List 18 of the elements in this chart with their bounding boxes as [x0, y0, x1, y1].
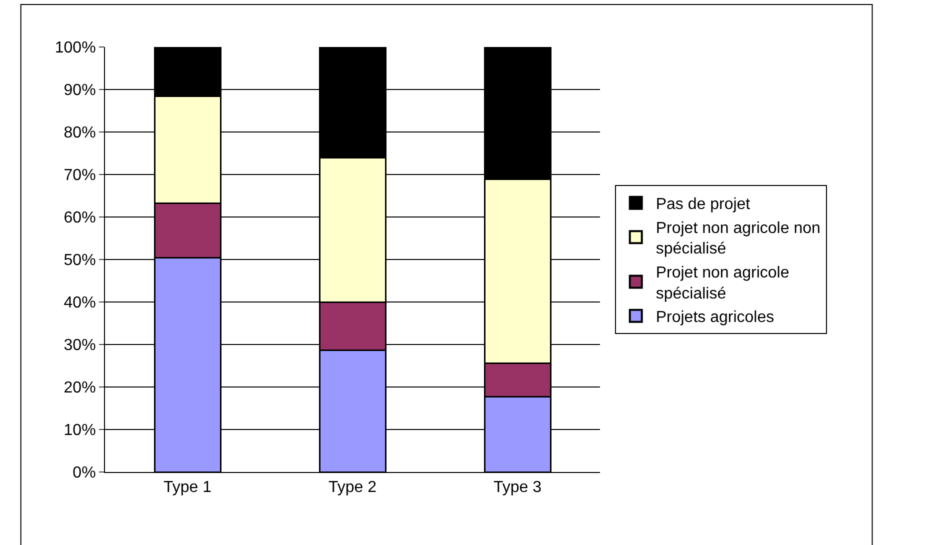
y-tick-label: 0%	[72, 464, 96, 482]
x-tick-label: Type 2	[328, 479, 377, 496]
y-tick-label: 30%	[64, 337, 96, 354]
y-tick-label: 70%	[64, 167, 96, 184]
legend-label: Projets agricoles	[656, 309, 774, 326]
legend-label: Pas de projet	[656, 196, 751, 214]
legend-label: Projet non agricole non spécialisé	[656, 220, 820, 258]
y-tick-label: 10%	[64, 422, 96, 440]
y-tick-label: 40%	[64, 294, 96, 312]
x-tick-label: Type 3	[493, 479, 542, 496]
legend-label: Projet non agricole spécialisé	[656, 264, 790, 302]
y-tick-label: 80%	[64, 124, 96, 142]
y-tick-label: 100%	[54, 40, 96, 57]
y-tick-label: 60%	[64, 210, 96, 227]
y-tick-label: 90%	[64, 82, 96, 100]
x-tick-label: Type 1	[163, 479, 212, 496]
y-tick-label: 50%	[64, 252, 96, 270]
y-tick-label: 20%	[64, 380, 96, 397]
